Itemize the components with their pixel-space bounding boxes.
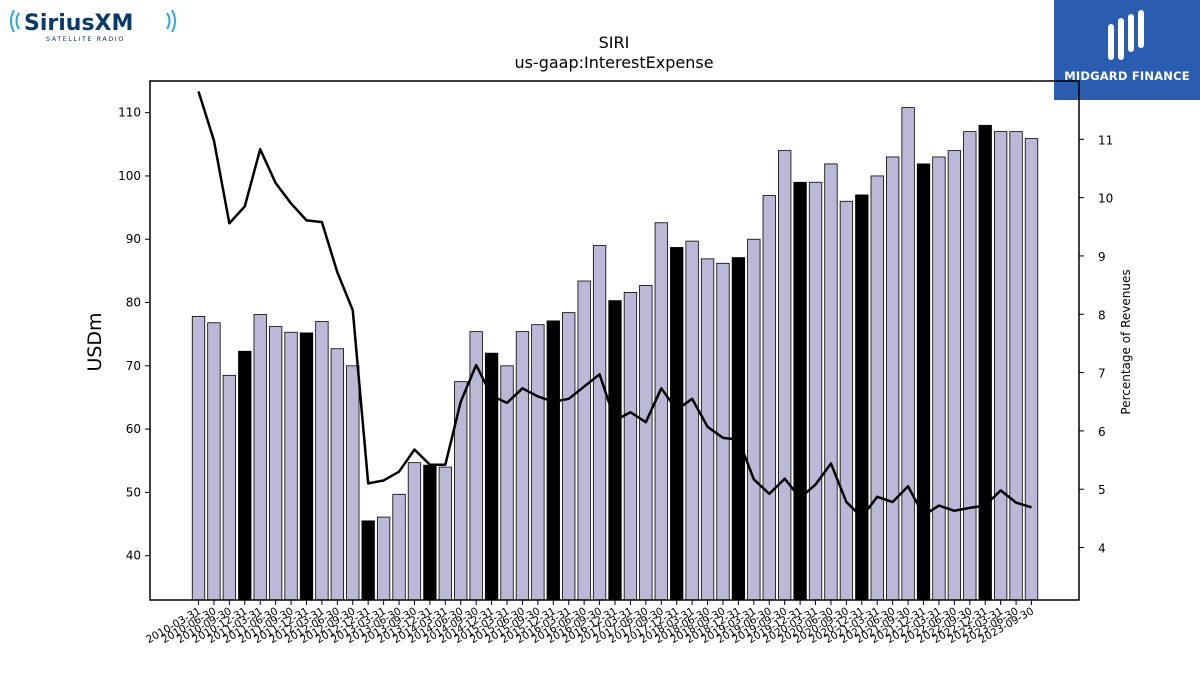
bar: [808, 181, 823, 601]
radio-waves-left-icon: [10, 9, 20, 33]
bar: [346, 365, 360, 601]
bar: [654, 222, 668, 601]
bar: [546, 320, 560, 601]
bar: [778, 150, 792, 601]
y-tick-label: 80: [126, 296, 141, 310]
y2-axis-label: Percentage of Revenues: [1119, 269, 1133, 414]
bar: [623, 291, 638, 601]
bar: [330, 348, 344, 601]
bar: [423, 464, 437, 601]
bar: [932, 156, 946, 601]
y2-tick-label: 4: [1098, 542, 1106, 556]
radio-waves-right-icon: [166, 9, 176, 33]
y-tick-label: 90: [126, 232, 141, 246]
bar: [824, 163, 838, 601]
logo-brand-text: MIDGARD FINANCE: [1064, 69, 1190, 83]
bar: [747, 238, 761, 601]
bar: [716, 262, 730, 601]
bar: [870, 175, 884, 601]
bar: [484, 352, 499, 601]
bar: [253, 314, 267, 601]
bar: [947, 150, 962, 601]
bar: [438, 466, 452, 601]
bar: [284, 331, 298, 601]
y-tick-label: 100: [118, 169, 141, 183]
plot-frame: [149, 80, 1080, 601]
bar: [994, 131, 1008, 601]
y-tick-label: 60: [126, 422, 141, 436]
midgard-finance-logo: MIDGARD FINANCE: [1054, 0, 1200, 100]
y-axis-label: USDm: [84, 312, 106, 371]
bar: [901, 107, 915, 601]
bar: [916, 163, 931, 601]
bar: [268, 326, 283, 601]
y-tick-label: 110: [118, 106, 141, 120]
bar: [562, 312, 576, 601]
bar: [978, 124, 992, 601]
logo-sub-text: SATELLITE RADIO: [46, 35, 125, 43]
bar: [639, 285, 653, 601]
bar: [407, 462, 422, 601]
y2-tick-label: 5: [1098, 483, 1106, 497]
bar: [515, 331, 530, 601]
bar: [577, 280, 591, 601]
percentage-line: [197, 91, 1032, 519]
bar: [592, 245, 607, 601]
bar: [376, 516, 391, 601]
bar: [731, 257, 746, 601]
bar: [886, 156, 900, 601]
bar: [963, 131, 977, 601]
bar: [315, 321, 329, 601]
chart-title: SIRI: [599, 33, 630, 52]
chart-subtitle: us-gaap:InterestExpense: [514, 53, 713, 72]
bar: [839, 200, 854, 601]
y-tick-label: 70: [126, 359, 141, 373]
bar: [855, 194, 869, 601]
bar: [531, 324, 545, 601]
y2-tick-label: 6: [1098, 425, 1106, 439]
logo-brand-text: SiriusXM: [24, 11, 133, 36]
bar: [793, 181, 807, 601]
bar: [222, 374, 237, 601]
bar: [191, 316, 206, 601]
bar: [685, 240, 699, 601]
y2-tick-label: 7: [1098, 367, 1106, 381]
bar: [361, 520, 375, 601]
bar: [608, 300, 622, 601]
bar: [762, 195, 776, 601]
bar: [392, 493, 406, 601]
y-tick-label: 50: [126, 485, 141, 499]
y-tick-label: 40: [126, 549, 141, 563]
bar: [238, 350, 252, 601]
bar: [1009, 131, 1023, 601]
bar: [207, 322, 221, 601]
siriusxm-logo: SiriusXM SATELLITE RADIO: [4, 4, 184, 44]
midgard-mark-icon: [1108, 10, 1144, 60]
bar: [299, 332, 314, 601]
bar: [1024, 138, 1039, 601]
bar: [670, 247, 684, 601]
y2-tick-label: 8: [1098, 308, 1106, 322]
y2-tick-label: 10: [1098, 192, 1113, 206]
y2-tick-label: 11: [1098, 133, 1113, 147]
y2-tick-label: 9: [1098, 250, 1106, 264]
